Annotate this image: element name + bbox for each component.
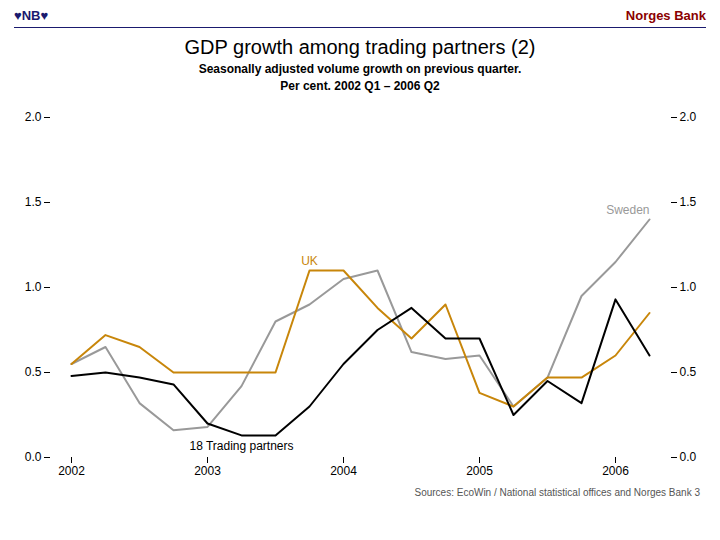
svg-text:1.0: 1.0 xyxy=(25,280,42,294)
svg-text:0.5: 0.5 xyxy=(25,365,42,379)
svg-text:UK: UK xyxy=(301,254,318,268)
svg-text:2005: 2005 xyxy=(466,464,493,478)
html-text:Per cent. 2002 Q1 – 2006 Q2: Per cent. 2002 Q1 – 2006 Q2 xyxy=(280,79,440,93)
html-text:Seasonally adjusted volume gro: Seasonally adjusted volume growth on pre… xyxy=(198,62,522,76)
svg-text:0.5: 0.5 xyxy=(680,365,697,379)
svg-text:2.0: 2.0 xyxy=(680,110,697,124)
svg-text:2004: 2004 xyxy=(330,464,357,478)
svg-text:2006: 2006 xyxy=(602,464,629,478)
svg-text:0.0: 0.0 xyxy=(680,450,697,464)
svg-text:0.0: 0.0 xyxy=(25,450,42,464)
svg-text:2003: 2003 xyxy=(194,464,221,478)
svg-text:1.5: 1.5 xyxy=(680,195,697,209)
svg-text:2002: 2002 xyxy=(58,464,85,478)
html-text:GDP growth among trading partn: GDP growth among trading partners (2) xyxy=(184,36,536,58)
svg-text:1.0: 1.0 xyxy=(680,280,697,294)
html-text:Norges Bank: Norges Bank xyxy=(625,8,706,23)
svg-text:2.0: 2.0 xyxy=(25,110,42,124)
html-text:♥NB♥: ♥NB♥ xyxy=(14,8,49,23)
svg-text:1.5: 1.5 xyxy=(25,195,42,209)
svg-text:Sweden: Sweden xyxy=(606,203,649,217)
html-text:Sources: EcoWin / National sta: Sources: EcoWin / National statistical o… xyxy=(414,487,700,498)
svg-text:18 Trading partners: 18 Trading partners xyxy=(189,439,293,453)
